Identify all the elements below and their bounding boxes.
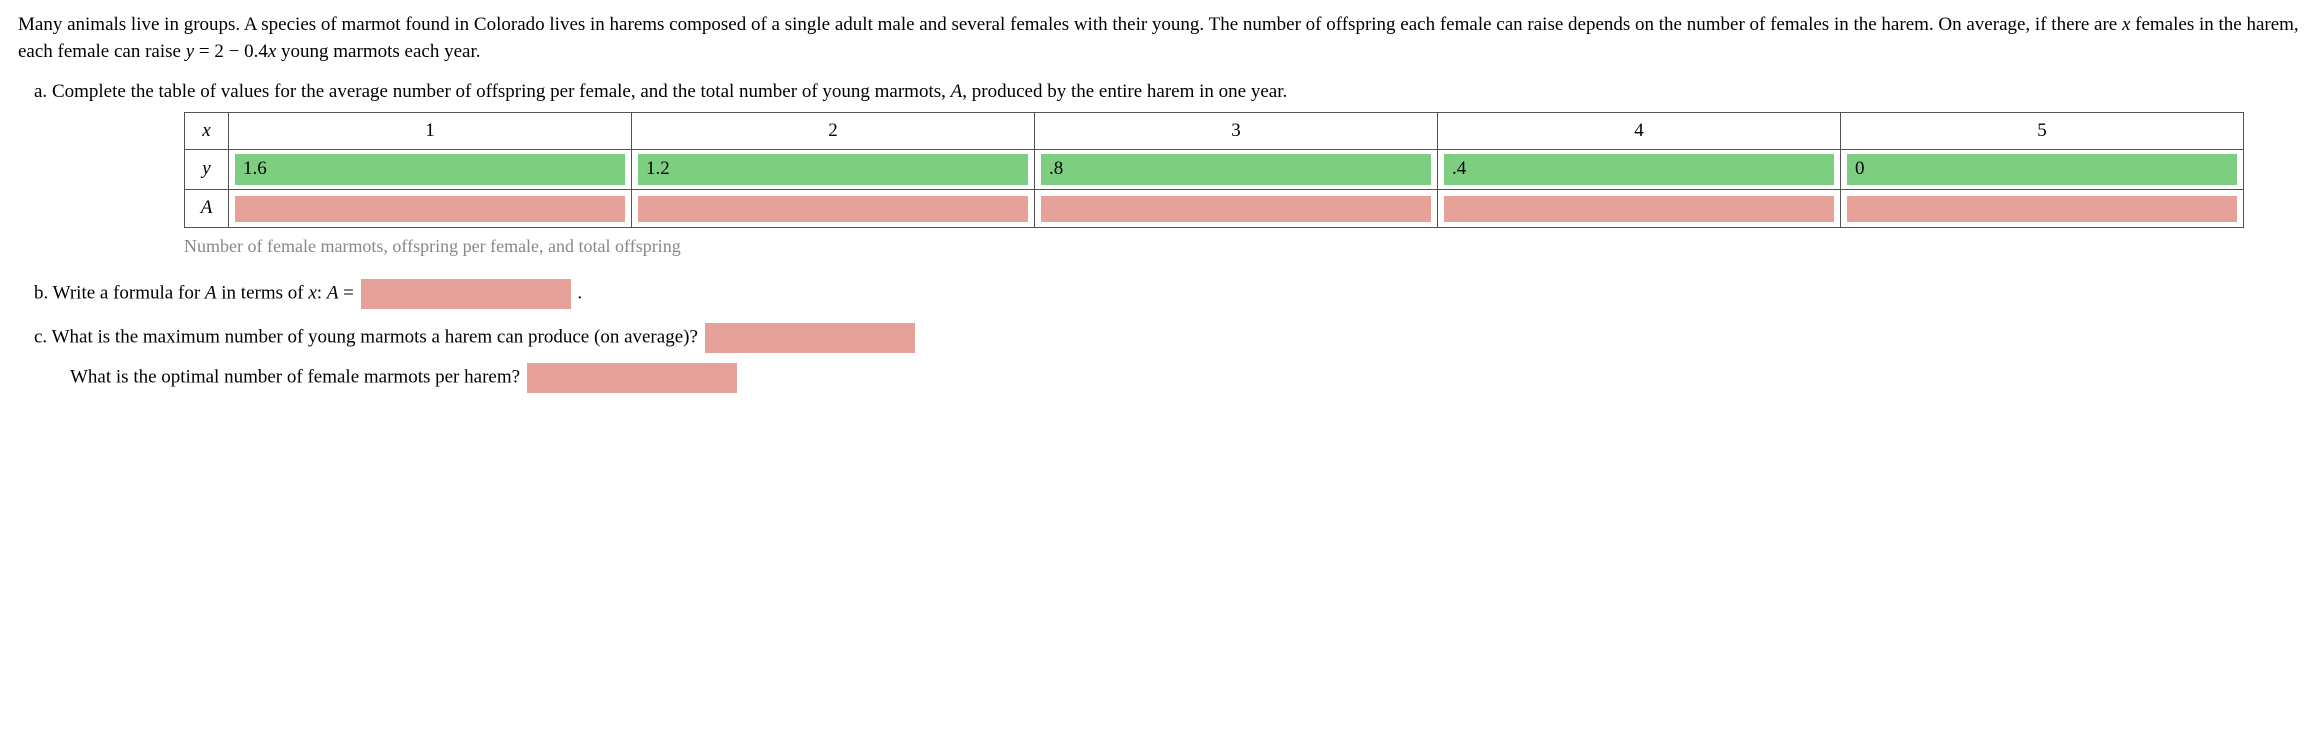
part-b-var-x: x bbox=[308, 282, 316, 303]
table-row-a: A bbox=[185, 189, 2244, 227]
eq-lhs: y bbox=[186, 41, 194, 62]
a-input[interactable] bbox=[1847, 196, 2237, 222]
table-row-x: x 1 2 3 4 5 bbox=[185, 112, 2244, 150]
y-input[interactable]: .8 bbox=[1041, 154, 1431, 185]
intro-text-3: young marmots each year. bbox=[276, 41, 480, 62]
a-input[interactable] bbox=[235, 196, 625, 222]
intro-paragraph: Many animals live in groups. A species o… bbox=[18, 12, 2304, 65]
a-input[interactable] bbox=[638, 196, 1028, 222]
table-caption: Number of female marmots, offspring per … bbox=[184, 234, 2304, 259]
data-table-wrap: x 1 2 3 4 5 y 1.6 1.2 .8 .4 0 A bbox=[184, 112, 2244, 228]
part-c-text-1: What is the maximum number of young marm… bbox=[52, 326, 698, 347]
data-table: x 1 2 3 4 5 y 1.6 1.2 .8 .4 0 A bbox=[184, 112, 2244, 228]
part-c-text-2: What is the optimal number of female mar… bbox=[70, 366, 520, 387]
part-b-eq: = bbox=[338, 282, 358, 303]
part-a: a. Complete the table of values for the … bbox=[18, 79, 2304, 259]
part-a-text-1: Complete the table of values for the ave… bbox=[52, 81, 951, 102]
y-input[interactable]: 1.6 bbox=[235, 154, 625, 185]
y-input[interactable]: .4 bbox=[1444, 154, 1834, 185]
table-row-y: y 1.6 1.2 .8 .4 0 bbox=[185, 150, 2244, 190]
max-young-input[interactable] bbox=[705, 323, 915, 353]
a-input[interactable] bbox=[1444, 196, 1834, 222]
intro-text-1: Many animals live in groups. A species o… bbox=[18, 14, 2122, 35]
part-b-label: b. bbox=[34, 282, 53, 303]
eq-rhs-1: 2 − 0.4 bbox=[214, 41, 267, 62]
part-b-var-A: A bbox=[205, 282, 217, 303]
part-b-text-3: : bbox=[317, 282, 327, 303]
optimal-females-input[interactable] bbox=[527, 363, 737, 393]
part-a-var-A: A bbox=[951, 81, 963, 102]
a-input[interactable] bbox=[1041, 196, 1431, 222]
x-cell: 3 bbox=[1035, 112, 1438, 150]
part-b-var-A2: A bbox=[327, 282, 339, 303]
x-cell: 1 bbox=[229, 112, 632, 150]
y-input[interactable]: 1.2 bbox=[638, 154, 1028, 185]
part-b: b. Write a formula for A in terms of x: … bbox=[18, 279, 2304, 309]
part-c-sub: What is the optimal number of female mar… bbox=[34, 363, 2304, 393]
formula-input[interactable] bbox=[361, 279, 571, 309]
row-header-y: y bbox=[185, 150, 229, 190]
part-c-label: c. bbox=[34, 326, 52, 347]
part-a-text-2: , produced by the entire harem in one ye… bbox=[962, 81, 1287, 102]
x-cell: 5 bbox=[1841, 112, 2244, 150]
row-header-a: A bbox=[185, 189, 229, 227]
part-b-text-1: Write a formula for bbox=[53, 282, 205, 303]
part-b-text-2: in terms of bbox=[217, 282, 309, 303]
part-c: c. What is the maximum number of young m… bbox=[18, 323, 2304, 393]
x-cell: 2 bbox=[632, 112, 1035, 150]
row-header-x: x bbox=[185, 112, 229, 150]
y-input[interactable]: 0 bbox=[1847, 154, 2237, 185]
part-b-period: . bbox=[573, 282, 583, 303]
eq-eq: = bbox=[194, 41, 214, 62]
x-cell: 4 bbox=[1438, 112, 1841, 150]
part-a-label: a. bbox=[34, 81, 52, 102]
